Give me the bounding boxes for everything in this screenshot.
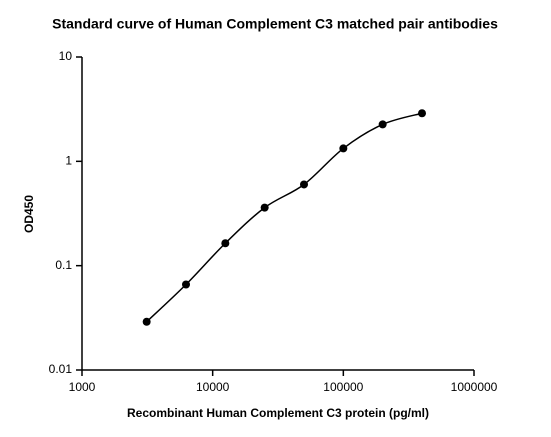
y-axis-label: OD450 xyxy=(22,195,36,233)
data-point xyxy=(260,203,269,212)
data-point xyxy=(418,109,427,118)
x-tick-label: 1000 xyxy=(69,380,96,394)
x-tick-label: 100000 xyxy=(323,380,363,394)
y-tick-label: 0.01 xyxy=(49,362,73,376)
x-axis-label: Recombinant Human Complement C3 protein … xyxy=(127,406,429,420)
data-point xyxy=(181,280,190,289)
x-tick-label: 10000 xyxy=(196,380,230,394)
fit-curve xyxy=(146,112,423,323)
y-tick-label: 10 xyxy=(59,49,73,63)
data-point xyxy=(221,239,230,248)
y-tick-label: 0.1 xyxy=(55,258,72,272)
chart-title: Standard curve of Human Complement C3 ma… xyxy=(52,16,498,32)
y-tick-label: 1 xyxy=(65,154,72,168)
data-point xyxy=(299,180,308,189)
data-point xyxy=(378,120,387,129)
data-point xyxy=(339,144,348,153)
x-tick-label: 1000000 xyxy=(451,380,498,394)
data-point xyxy=(142,317,151,326)
